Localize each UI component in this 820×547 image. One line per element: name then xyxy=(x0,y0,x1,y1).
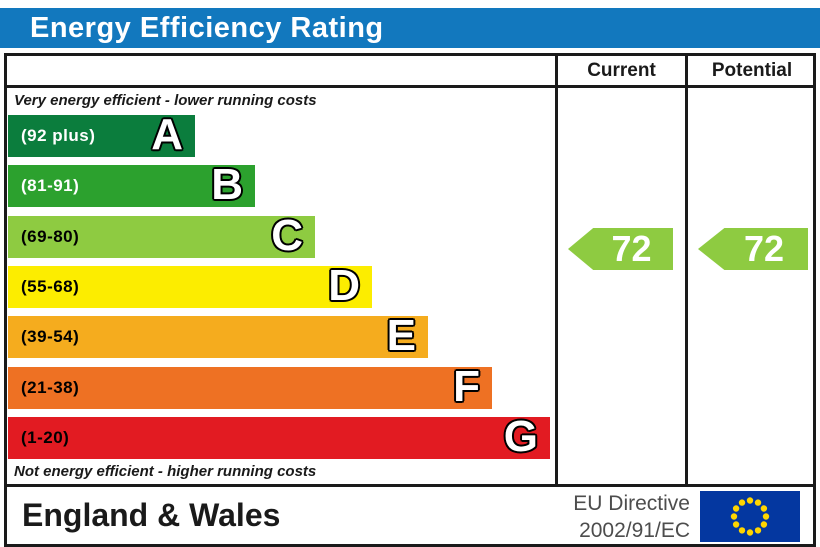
band-letter: C xyxy=(271,211,303,261)
band-B: (81-91) B xyxy=(8,160,255,210)
band-range-label: (92 plus) xyxy=(21,126,96,145)
band-A: (92 plus) A xyxy=(8,110,195,160)
band-range-label: (21-38) xyxy=(21,378,80,397)
eu-flag-icon xyxy=(700,491,800,542)
eu-directive-label: EU Directive 2002/91/EC xyxy=(573,490,690,544)
band-G: (1-20) G xyxy=(8,412,550,462)
region-label: England & Wales xyxy=(22,497,281,533)
top-note: Very energy efficient - lower running co… xyxy=(14,92,317,109)
column-header-potential: Potential xyxy=(711,59,793,81)
band-range-label: (1-20) xyxy=(21,428,70,447)
band-C: (69-80) C xyxy=(8,211,315,261)
band-range-label: (55-68) xyxy=(21,277,80,296)
band-letter: E xyxy=(386,311,416,361)
band-letter: F xyxy=(453,362,480,412)
header-separator xyxy=(4,85,816,88)
eu-directive-line1: EU Directive xyxy=(573,492,690,515)
band-range-label: (39-54) xyxy=(21,327,80,346)
band-range-label: (69-80) xyxy=(21,227,80,246)
band-letter: B xyxy=(211,160,243,210)
potential-rating-value: 72 xyxy=(743,228,785,269)
band-E: (39-54) E xyxy=(8,311,428,361)
column-divider-current xyxy=(555,53,558,487)
band-letter: G xyxy=(503,412,538,462)
band-letter: D xyxy=(328,261,360,311)
page-title: Energy Efficiency Rating xyxy=(30,11,384,44)
band-F: (21-38) F xyxy=(8,362,492,412)
potential-rating-arrow: 72 xyxy=(698,228,808,270)
band-letter: A xyxy=(151,110,183,160)
bottom-note: Not energy efficient - higher running co… xyxy=(14,463,317,480)
current-rating-arrow: 72 xyxy=(568,228,673,270)
column-header-current: Current xyxy=(587,59,656,81)
band-D: (55-68) D xyxy=(8,261,372,311)
band-range-label: (81-91) xyxy=(21,176,80,195)
current-rating-value: 72 xyxy=(611,228,652,269)
title-bar: Energy Efficiency Rating xyxy=(0,8,820,48)
chart-frame xyxy=(4,53,816,547)
eu-directive-line2: 2002/91/EC xyxy=(579,519,690,542)
column-divider-potential xyxy=(685,53,688,487)
footer-separator xyxy=(4,484,816,487)
